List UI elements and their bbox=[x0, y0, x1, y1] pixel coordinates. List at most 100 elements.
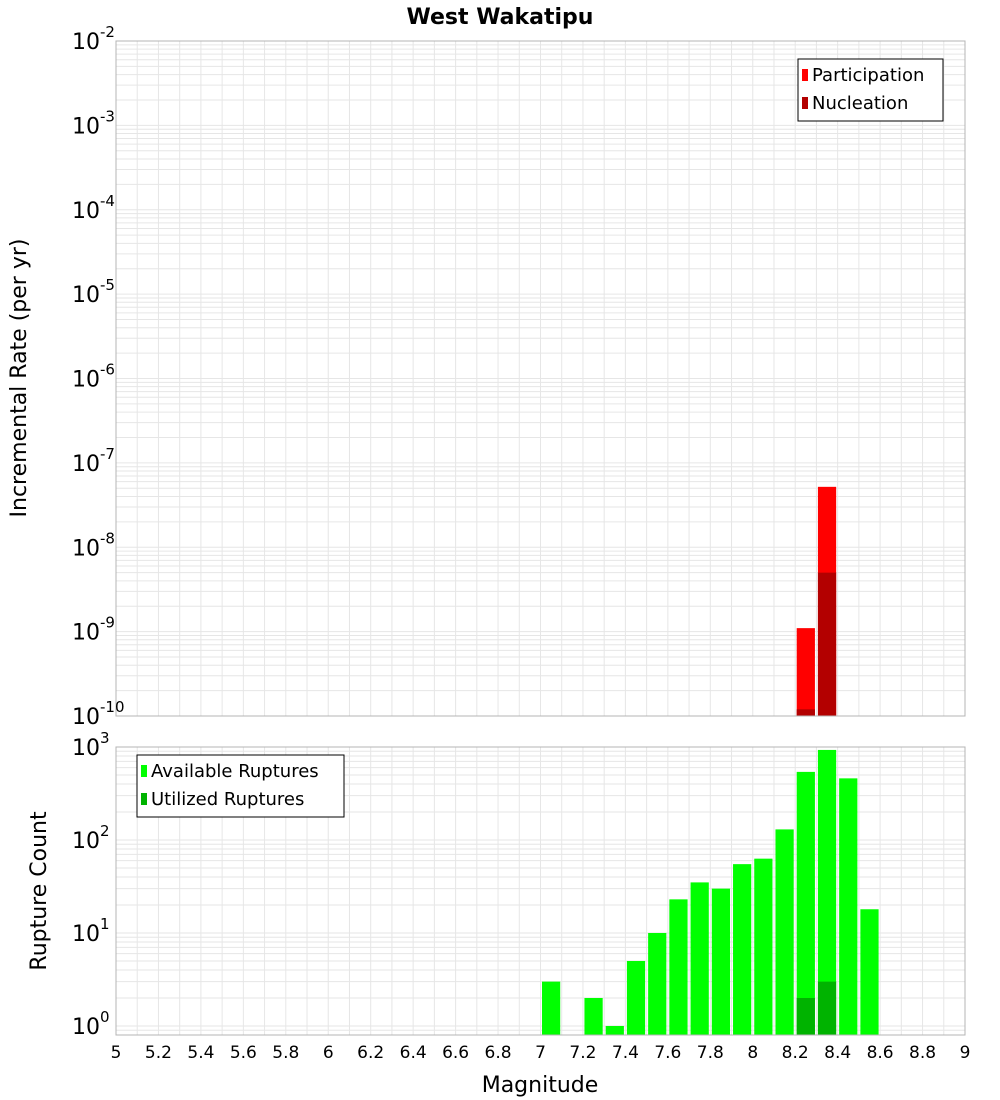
utilized-ruptures-bar bbox=[817, 981, 837, 1035]
y-tick-base: 10 bbox=[72, 705, 100, 730]
x-tick-label: 5.2 bbox=[145, 1043, 172, 1063]
top-y-axis-label: Incremental Rate (per yr) bbox=[7, 239, 32, 518]
y-tick-label: 10-3 bbox=[72, 107, 115, 139]
available-ruptures-bar bbox=[796, 771, 815, 1035]
available-ruptures-bar bbox=[775, 829, 794, 1035]
y-tick-label: 101 bbox=[72, 915, 110, 947]
legend-swatch bbox=[141, 765, 147, 777]
count-legend: Available Ruptures Utilized Ruptures bbox=[136, 754, 345, 818]
rate-plot-frame bbox=[115, 40, 966, 717]
x-tick-label: 8.8 bbox=[909, 1043, 936, 1063]
y-tick-exponent: -5 bbox=[100, 276, 115, 294]
y-tick-exponent: 2 bbox=[100, 822, 110, 840]
available-ruptures-bar bbox=[817, 749, 837, 1035]
x-tick-label: 6.4 bbox=[400, 1043, 427, 1063]
nucleation-bar bbox=[817, 572, 837, 716]
y-tick-exponent: -8 bbox=[100, 529, 115, 547]
y-tick-label: 102 bbox=[72, 822, 110, 854]
y-tick-base: 10 bbox=[72, 452, 100, 477]
y-tick-exponent: 1 bbox=[100, 915, 110, 933]
available-ruptures-bar bbox=[711, 888, 731, 1035]
y-tick-base: 10 bbox=[72, 283, 100, 308]
y-tick-base: 10 bbox=[72, 1015, 100, 1040]
y-tick-label: 100 bbox=[72, 1008, 110, 1040]
available-ruptures-bar bbox=[584, 997, 603, 1035]
legend-swatch bbox=[802, 97, 808, 109]
x-axis-label: Magnitude bbox=[482, 1073, 599, 1098]
rate-legend: Participation Nucleation bbox=[797, 58, 944, 122]
x-tick-label: 7.8 bbox=[697, 1043, 724, 1063]
rate-grid bbox=[115, 41, 966, 717]
y-tick-base: 10 bbox=[72, 114, 100, 139]
x-tick-label: 5.8 bbox=[272, 1043, 299, 1063]
y-tick-exponent: -3 bbox=[100, 107, 115, 125]
rate-panel: 10-1010-910-810-710-610-510-410-310-2Par… bbox=[72, 23, 966, 730]
y-tick-exponent: -10 bbox=[100, 698, 125, 716]
legend-box bbox=[797, 58, 944, 122]
x-tick-label: 8.4 bbox=[824, 1043, 851, 1063]
y-tick-exponent: -7 bbox=[100, 445, 115, 463]
x-tick-label: 6.8 bbox=[485, 1043, 512, 1063]
y-tick-base: 10 bbox=[72, 536, 100, 561]
available-ruptures-bar bbox=[605, 1025, 624, 1035]
y-tick-base: 10 bbox=[72, 621, 100, 646]
participation-bar bbox=[796, 628, 815, 716]
y-tick-label: 10-6 bbox=[72, 361, 115, 393]
y-tick-exponent: -9 bbox=[100, 614, 115, 632]
available-ruptures-bar bbox=[733, 864, 752, 1035]
legend-label: Nucleation bbox=[812, 93, 908, 114]
y-tick-exponent: -6 bbox=[100, 361, 115, 379]
legend-box bbox=[136, 754, 345, 818]
y-tick-exponent: 3 bbox=[100, 729, 110, 747]
y-tick-exponent: 0 bbox=[100, 1008, 110, 1026]
y-tick-label: 103 bbox=[72, 729, 110, 761]
x-tick-label: 7.4 bbox=[612, 1043, 639, 1063]
y-tick-label: 10-4 bbox=[72, 192, 115, 224]
utilized-ruptures-bar bbox=[796, 997, 815, 1035]
legend-label: Available Ruptures bbox=[151, 761, 319, 782]
y-tick-base: 10 bbox=[72, 829, 100, 854]
legend-label: Utilized Ruptures bbox=[151, 789, 304, 810]
y-tick-label: 10-9 bbox=[72, 614, 115, 646]
y-tick-exponent: -4 bbox=[100, 192, 115, 210]
available-ruptures-bar bbox=[860, 909, 879, 1035]
available-ruptures-bar bbox=[754, 858, 773, 1035]
y-tick-label: 10-8 bbox=[72, 529, 115, 561]
x-tick-label: 9 bbox=[960, 1043, 971, 1063]
x-ticks: 5 5.2 5.4 5.6 5.8 6 6.2 6.4 6.6 6.8 7 7.2 7.4 7.6 7.8 8… bbox=[111, 1043, 971, 1063]
available-ruptures-bar bbox=[690, 882, 709, 1035]
x-tick-label: 5.6 bbox=[230, 1043, 257, 1063]
available-ruptures-bar bbox=[839, 778, 858, 1035]
bottom-y-axis-label: Rupture Count bbox=[27, 811, 52, 971]
available-ruptures-bar bbox=[648, 932, 667, 1035]
x-tick-label: 7.6 bbox=[654, 1043, 681, 1063]
x-tick-label: 5.4 bbox=[187, 1043, 214, 1063]
x-tick-label: 5 bbox=[111, 1043, 122, 1063]
y-tick-base: 10 bbox=[72, 30, 100, 55]
y-tick-exponent: -2 bbox=[100, 23, 115, 41]
available-ruptures-bar bbox=[669, 899, 688, 1035]
y-tick-base: 10 bbox=[72, 922, 100, 947]
count-plot-frame bbox=[115, 746, 966, 1036]
y-tick-label: 10-5 bbox=[72, 276, 115, 308]
x-tick-label: 7.2 bbox=[569, 1043, 596, 1063]
x-tick-label: 8.6 bbox=[867, 1043, 894, 1063]
available-ruptures-series bbox=[542, 749, 879, 1035]
x-tick-label: 6.2 bbox=[357, 1043, 384, 1063]
utilized-ruptures-series bbox=[796, 981, 837, 1035]
legend-label: Participation bbox=[812, 65, 924, 86]
y-tick-base: 10 bbox=[72, 368, 100, 393]
x-tick-label: 6.6 bbox=[442, 1043, 469, 1063]
chart-title: West Wakatipu bbox=[407, 5, 594, 30]
x-tick-label: 8.2 bbox=[782, 1043, 809, 1063]
nucleation-bar bbox=[796, 709, 815, 716]
y-tick-base: 10 bbox=[72, 199, 100, 224]
x-tick-label: 6 bbox=[323, 1043, 334, 1063]
y-tick-label: 10-2 bbox=[72, 23, 115, 55]
x-tick-label: 7 bbox=[535, 1043, 546, 1063]
y-tick-label: 10-10 bbox=[72, 698, 125, 730]
